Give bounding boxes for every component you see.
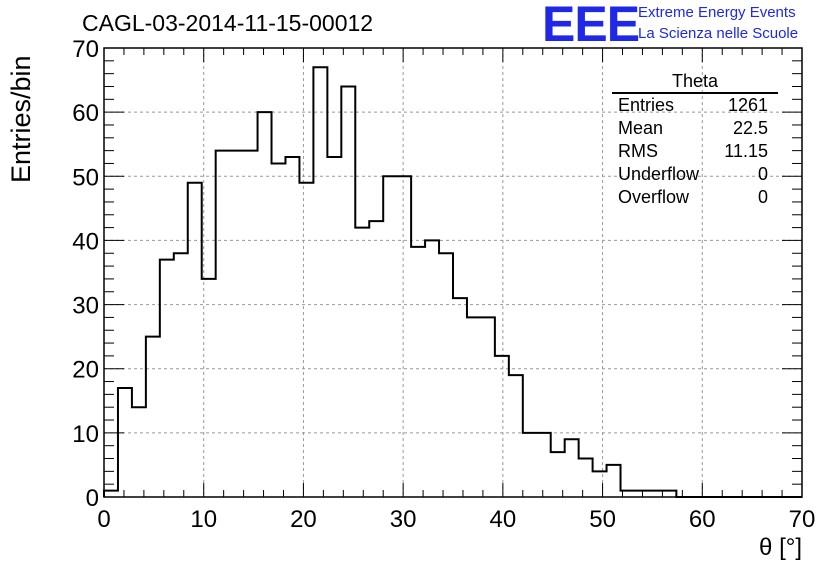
stat-row-rms: RMS 11.15 [612, 140, 778, 163]
x-tick-label: 40 [490, 506, 517, 533]
stat-label: Underflow [618, 164, 700, 184]
logo-line-1: Extreme Energy Events [638, 4, 796, 21]
stats-box: Theta Entries 1261 Mean 22.5 RMS 11.15 U… [612, 71, 778, 209]
stat-row-mean: Mean 22.5 [612, 117, 778, 140]
y-tick-label: 60 [72, 100, 99, 127]
x-tick-label: 50 [589, 506, 616, 533]
stats-title: Theta [612, 71, 778, 94]
y-tick-label: 0 [86, 485, 99, 512]
stat-label: Overflow [618, 187, 690, 207]
y-tick-label: 20 [72, 357, 99, 384]
stat-row-overflow: Overflow 0 [612, 186, 778, 209]
eee-logo: EEE [542, 0, 640, 52]
x-tick-label: 30 [390, 506, 417, 533]
stat-value: 11.15 [724, 141, 768, 161]
y-tick-label: 10 [72, 421, 99, 448]
stat-value: 0 [757, 164, 768, 184]
stat-value: 1261 [727, 95, 768, 115]
x-tick-label: 20 [290, 506, 317, 533]
histogram-outline [103, 66, 802, 498]
y-axis-label: Entries/bin [6, 55, 36, 183]
x-tick-label: 10 [190, 506, 217, 533]
stat-row-underflow: Underflow 0 [612, 163, 778, 186]
y-tick-label: 50 [72, 164, 99, 191]
logo-line-2: La Scienza nelle Scuole [638, 25, 799, 42]
stat-value: 22.5 [732, 118, 768, 138]
stat-label: Entries [618, 95, 675, 115]
stat-label: Mean [618, 118, 664, 138]
tick-labels: 0 10 20 30 40 50 60 70 0 10 20 30 40 50 60 70 [72, 36, 815, 533]
grid-lines [104, 48, 802, 497]
plot-title: CAGL-03-2014-11-15-00012 [82, 10, 374, 36]
stat-value: 0 [757, 187, 768, 207]
x-tick-label: 70 [789, 506, 816, 533]
plot-frame [103, 47, 803, 498]
y-tick-label: 40 [72, 228, 99, 255]
stat-row-entries: Entries 1261 [612, 94, 778, 117]
x-axis-label: θ [°] [759, 534, 802, 561]
axis-ticks [103, 47, 803, 498]
y-tick-label: 70 [72, 36, 99, 63]
stat-label: RMS [618, 141, 658, 161]
y-tick-label: 30 [72, 293, 99, 320]
x-tick-label: 0 [97, 506, 110, 533]
x-tick-label: 60 [689, 506, 716, 533]
